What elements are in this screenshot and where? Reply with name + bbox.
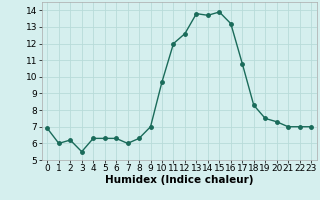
X-axis label: Humidex (Indice chaleur): Humidex (Indice chaleur) [105,175,253,185]
